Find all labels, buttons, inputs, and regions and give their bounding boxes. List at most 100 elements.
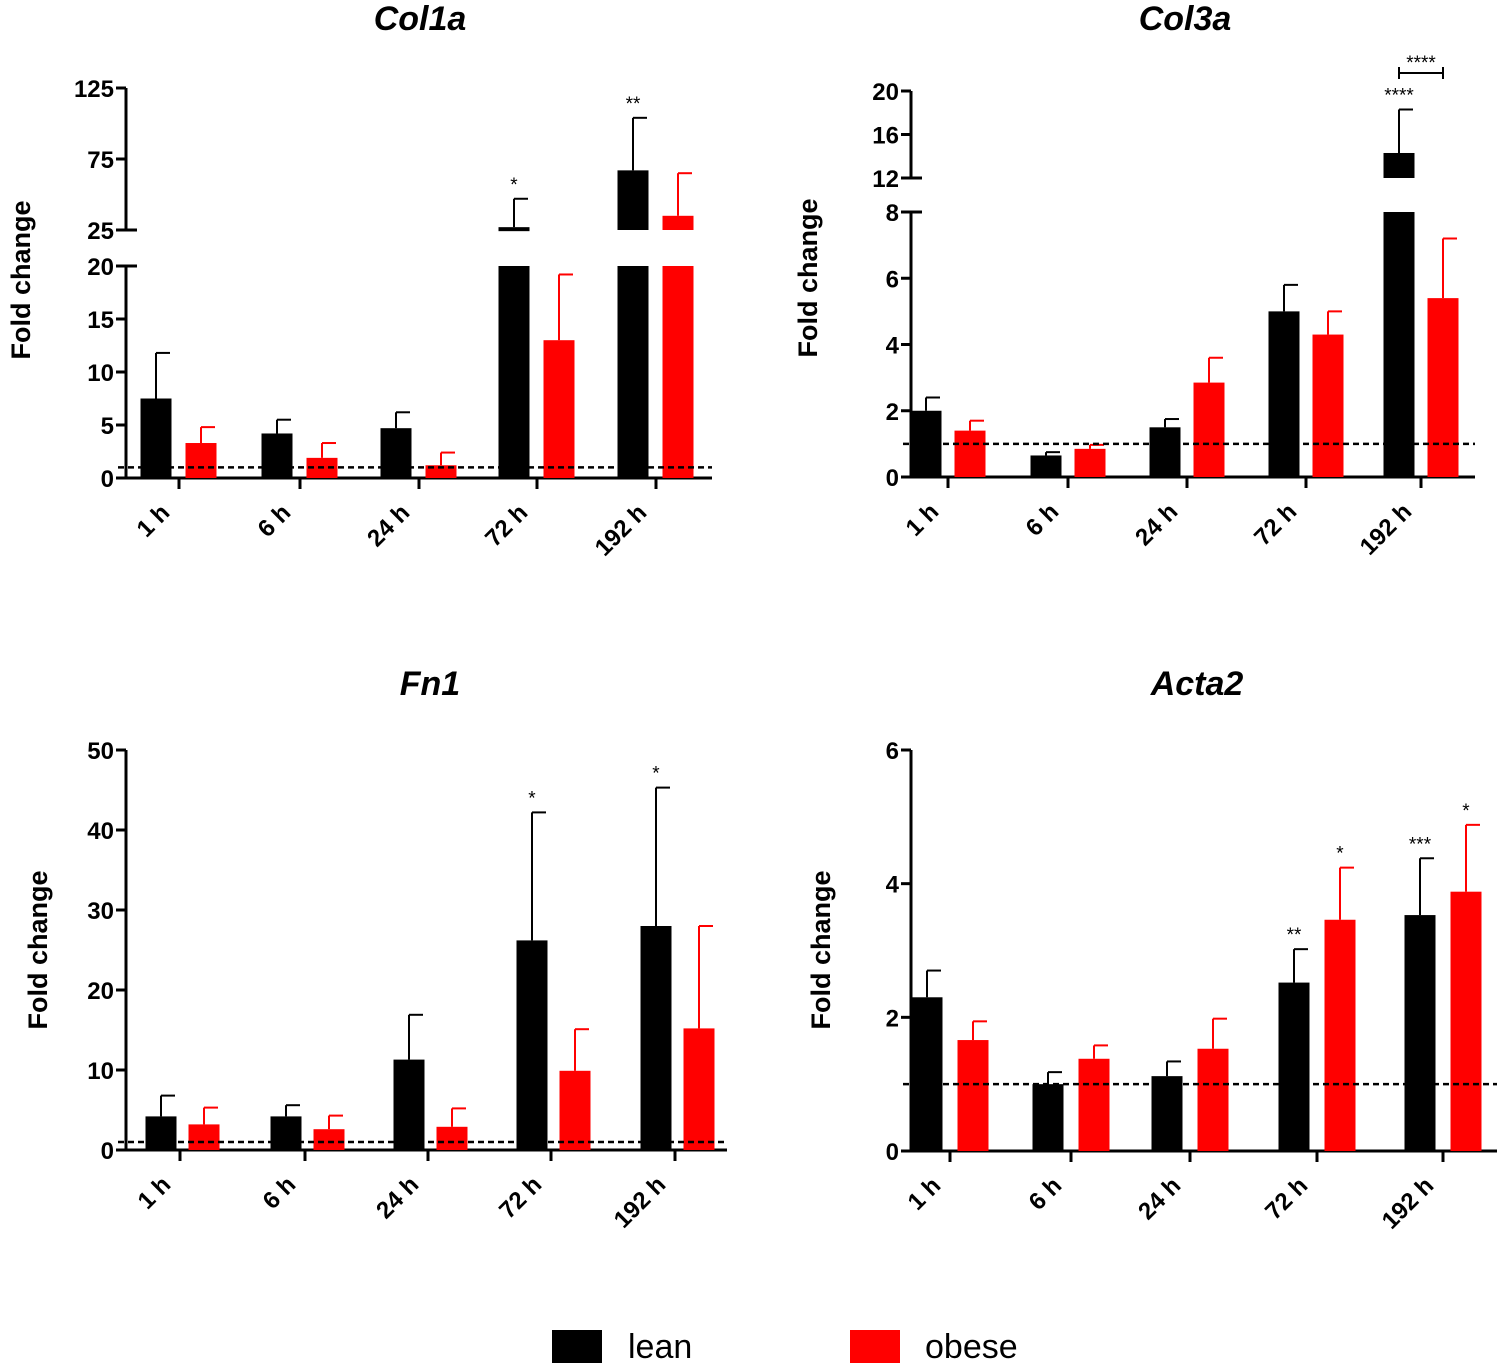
bar-lean [140,398,172,478]
bar-obese [559,1070,591,1150]
legend-label-obese: obese [925,1328,1018,1364]
x-tick-label: 24 h [1133,1172,1186,1225]
y-tick-label: 12 [872,166,899,193]
bar-lean [1278,982,1310,1151]
bar-obese [957,1040,989,1151]
legend-swatch-obese [850,1330,900,1363]
chart-title: Col3a [1139,0,1232,38]
y-tick-label: 6 [886,738,899,765]
significance-marker: * [1462,801,1470,822]
legend-label-lean: lean [628,1328,692,1364]
bar-lean [911,997,943,1151]
bar-obese-upper [662,215,694,230]
chart-title: Col1a [374,0,467,38]
x-tick-label: 24 h [1130,498,1183,551]
y-tick-label: 4 [886,333,900,360]
x-tick-label: 192 h [1377,1172,1439,1234]
x-tick-label: 192 h [609,1171,671,1233]
y-tick-label: 0 [101,1138,114,1165]
bar-lean [640,926,672,1150]
x-tick-label: 72 h [480,499,533,552]
chart-fn1: Fn1 Fold change 0 10 20 30 40 50 1 h 6 h 24 h 72 … [23,665,727,1234]
bar-obese [1197,1048,1229,1151]
y-tick-label: 6 [886,266,899,293]
y-tick-label: 2 [886,1005,899,1032]
significance-marker: * [1336,844,1344,865]
bar-lean [270,1116,302,1150]
bar-obese [1193,382,1225,477]
y-tick-label: 8 [886,200,899,227]
legend: lean obese [552,1328,1018,1364]
x-tick-label: 24 h [362,499,415,552]
bar-obese [1427,298,1459,477]
bar-obese [313,1129,345,1150]
y-tick-label: 30 [87,898,114,925]
y-tick-label: 0 [886,465,899,492]
y-tick-label: 15 [87,307,114,334]
y-tick-label: 40 [87,818,114,845]
bar-lean [1030,455,1062,477]
bar-lean [1268,311,1300,477]
bar-lean [380,428,412,478]
y-tick-label: 5 [101,413,114,440]
x-tick-label: 192 h [1355,498,1417,560]
bar-lean [1383,212,1415,477]
bar-obese [683,1028,715,1150]
bar-lean [498,266,530,478]
bar-lean [516,940,548,1150]
y-tick-label: 0 [886,1139,899,1166]
bar-obese [1312,334,1344,477]
bar-lean [1404,915,1436,1151]
bar-obese [662,266,694,478]
bar-lean-upper [1383,152,1415,178]
y-tick-label: 50 [87,738,114,765]
x-tick-label: 72 h [1260,1172,1313,1225]
x-tick-label: 72 h [494,1171,547,1224]
y-tick-label: 10 [87,360,114,387]
bar-obese [1450,891,1482,1151]
x-tick-label: 6 h [1021,498,1065,542]
x-tick-label: 6 h [258,1171,302,1215]
significance-marker: **** [1406,53,1436,74]
y-tick-label: 2 [886,399,899,426]
x-tick-label: 192 h [590,499,652,561]
significance-marker: *** [1409,834,1432,855]
bar-lean [1151,1076,1183,1151]
y-tick-label: 20 [87,254,114,281]
significance-marker: **** [1384,85,1414,106]
significance-marker: ** [1287,925,1302,946]
bar-lean-upper [617,170,649,230]
significance-marker: ** [626,94,641,115]
x-tick-label: 6 h [1024,1172,1068,1216]
bar-lean [1032,1084,1064,1151]
x-tick-label: 72 h [1249,498,1302,551]
y-tick-label: 16 [872,123,899,150]
y-tick-label: 125 [74,76,114,103]
bar-obese [436,1126,468,1150]
y-tick-label: 20 [872,79,899,106]
legend-swatch-lean [552,1330,602,1363]
bar-lean [1149,427,1181,477]
y-axis-label: Fold change [793,198,823,357]
bar-obese [1078,1058,1110,1151]
y-tick-label: 20 [87,978,114,1005]
bar-lean [145,1116,177,1150]
bar-lean [393,1059,425,1150]
y-tick-label: 75 [87,147,114,174]
chart-acta2: Acta2 Fold change 0 2 4 6 1 h 6 h 24 h 72 h 192 … [806,665,1497,1235]
bar-lean-upper [498,227,530,232]
x-tick-label: 1 h [903,1172,947,1216]
x-tick-label: 1 h [133,1171,177,1215]
significance-marker: * [510,175,518,196]
bar-obese [1074,448,1106,477]
x-tick-label: 24 h [371,1171,424,1224]
bar-obese [1324,919,1356,1151]
chart-title: Fn1 [400,665,460,703]
y-tick-label: 10 [87,1058,114,1085]
y-tick-label: 4 [886,872,900,899]
bar-obese [188,1124,220,1150]
bar-lean [617,266,649,478]
bar-lean [261,433,293,478]
x-tick-label: 6 h [253,499,297,543]
